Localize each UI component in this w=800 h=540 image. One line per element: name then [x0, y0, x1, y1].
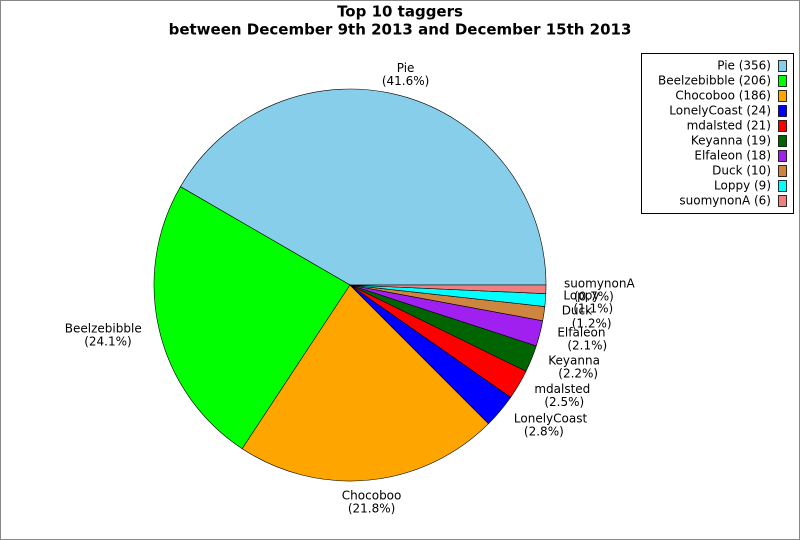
- slice-label: Loppy: [563, 288, 599, 302]
- slice-label: Elfaleon: [557, 325, 605, 339]
- slice-percent: (1.2%): [572, 316, 612, 330]
- slice-label: Chocoboo: [342, 488, 402, 502]
- legend-swatch: [778, 75, 787, 87]
- legend-swatch: [778, 90, 787, 102]
- pie-slice: [180, 88, 547, 286]
- slice-label: mdalsted: [534, 382, 590, 396]
- slice-label: Keyanna: [548, 354, 600, 368]
- legend-swatch: [778, 180, 787, 192]
- slice-percent: (21.8%): [348, 501, 395, 515]
- legend-label: suomynonA (6): [679, 194, 771, 208]
- slice-percent: (0.7%): [574, 289, 614, 303]
- legend-swatch: [778, 150, 787, 162]
- chart-title: Top 10 taggers: [337, 3, 463, 21]
- slice-percent: (41.6%): [382, 74, 429, 88]
- legend-swatch: [778, 105, 787, 117]
- slice-percent: (24.1%): [84, 335, 131, 349]
- legend-swatch: [778, 60, 787, 72]
- pie-slice: [153, 186, 351, 450]
- legend-label: Keyanna (19): [691, 134, 771, 148]
- slice-percent: (2.2%): [558, 367, 598, 381]
- legend-swatch: [778, 120, 787, 132]
- slice-percent: (2.8%): [524, 425, 564, 439]
- slice-label: Beelzebibble: [65, 322, 142, 336]
- slice-label: Pie: [397, 61, 415, 75]
- slice-label: LonelyCoast: [514, 412, 588, 426]
- legend-label: Duck (10): [712, 164, 771, 178]
- pie-slice: [241, 284, 489, 482]
- legend-label: mdalsted (21): [687, 119, 771, 133]
- legend-label: Pie (356): [717, 59, 771, 73]
- legend-label: LonelyCoast (24): [669, 104, 771, 118]
- slice-label: suomynonA: [564, 276, 636, 290]
- slice-percent: (2.5%): [544, 395, 584, 409]
- legend-label: Chocoboo (186): [675, 89, 771, 103]
- slice-label: Duck: [562, 303, 592, 317]
- chart-subtitle: between December 9th 2013 and December 1…: [169, 21, 632, 39]
- legend-swatch: [778, 165, 787, 177]
- pie-slice: [349, 284, 547, 294]
- slice-percent: (2.1%): [567, 338, 607, 352]
- legend-label: Beelzebibble (206): [658, 74, 771, 88]
- legend-label: Elfaleon (18): [694, 149, 771, 163]
- slice-percent: (1.1%): [573, 301, 613, 315]
- legend-swatch: [778, 195, 787, 207]
- legend-swatch: [778, 135, 787, 147]
- legend-box: [641, 53, 794, 214]
- legend-label: Loppy (9): [714, 179, 771, 193]
